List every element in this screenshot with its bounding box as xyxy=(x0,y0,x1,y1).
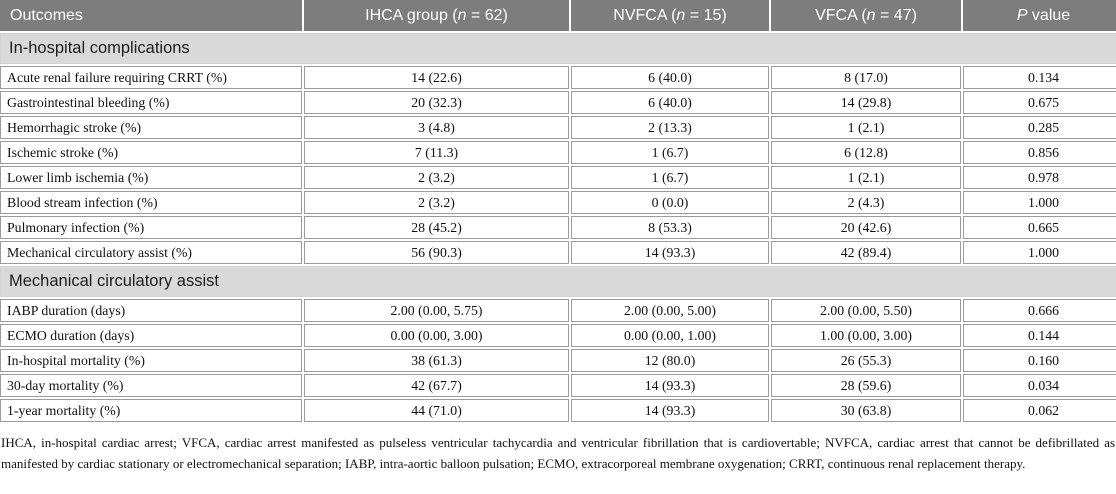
value-cell: 0.134 xyxy=(963,66,1116,89)
column-header-2: NVFCA (n = 15) xyxy=(571,0,769,31)
value-cell: 30 (63.8) xyxy=(771,399,961,422)
value-cell: 2 (13.3) xyxy=(571,116,769,139)
value-cell: 28 (59.6) xyxy=(771,374,961,397)
section-header-label: Mechanical circulatory assist xyxy=(0,266,1116,297)
value-cell: 1.00 (0.00, 3.00) xyxy=(771,324,961,347)
value-cell: 0.666 xyxy=(963,299,1116,322)
value-cell: 0.665 xyxy=(963,216,1116,239)
value-cell: 42 (67.7) xyxy=(304,374,569,397)
abbreviations-footnote: IHCA, in-hospital cardiac arrest; VFCA, … xyxy=(1,435,1115,471)
outcome-label-cell: 1-year mortality (%) xyxy=(0,399,302,422)
section-header-row-1: Mechanical circulatory assist xyxy=(0,266,1116,297)
value-cell: 1 (6.7) xyxy=(571,166,769,189)
value-cell: 26 (55.3) xyxy=(771,349,961,372)
value-cell: 0.034 xyxy=(963,374,1116,397)
value-cell: 0.285 xyxy=(963,116,1116,139)
table-row: Acute renal failure requiring CRRT (%) 14… xyxy=(0,66,1116,89)
table-row: In-hospital mortality (%) 38 (61.3) 12 (80… xyxy=(0,349,1116,372)
value-cell: 2.00 (0.00, 5.50) xyxy=(771,299,961,322)
table-row: Pulmonary infection (%) 28 (45.2) 8 (53.3)… xyxy=(0,216,1116,239)
value-cell: 0.160 xyxy=(963,349,1116,372)
value-cell: 1.000 xyxy=(963,241,1116,264)
table-row: Blood stream infection (%) 2 (3.2) 0 (0.0)… xyxy=(0,191,1116,214)
value-cell: 8 (53.3) xyxy=(571,216,769,239)
value-cell: 20 (32.3) xyxy=(304,91,569,114)
value-cell: 2 (3.2) xyxy=(304,191,569,214)
value-cell: 14 (93.3) xyxy=(571,374,769,397)
value-cell: 14 (93.3) xyxy=(571,399,769,422)
outcome-label-cell: Hemorrhagic stroke (%) xyxy=(0,116,302,139)
outcomes-table: Outcomes IHCA group (n = 62) NVFCA (n = 15… xyxy=(0,0,1116,422)
table-row: Ischemic stroke (%) 7 (11.3) 1 (6.7) 6 (12.… xyxy=(0,141,1116,164)
table-row: 1-year mortality (%) 44 (71.0) 14 (93.3) 30… xyxy=(0,399,1116,422)
value-cell: 6 (40.0) xyxy=(571,91,769,114)
table-row: Gastrointestinal bleeding (%) 20 (32.3) 6 … xyxy=(0,91,1116,114)
value-cell: 0 (0.0) xyxy=(571,191,769,214)
section-header-label: In-hospital complications xyxy=(0,33,1116,64)
value-cell: 0.00 (0.00, 3.00) xyxy=(304,324,569,347)
value-cell: 14 (29.8) xyxy=(771,91,961,114)
outcome-label-cell: Pulmonary infection (%) xyxy=(0,216,302,239)
table-body: In-hospital complications Acute renal fai… xyxy=(0,33,1116,422)
value-cell: 2.00 (0.00, 5.75) xyxy=(304,299,569,322)
value-cell: 0.978 xyxy=(963,166,1116,189)
value-cell: 1 (2.1) xyxy=(771,166,961,189)
value-cell: 0.144 xyxy=(963,324,1116,347)
table-row: 30-day mortality (%) 42 (67.7) 14 (93.3) 28… xyxy=(0,374,1116,397)
value-cell: 6 (12.8) xyxy=(771,141,961,164)
outcome-label-cell: 30-day mortality (%) xyxy=(0,374,302,397)
value-cell: 1 (2.1) xyxy=(771,116,961,139)
table-row: IABP duration (days) 2.00 (0.00, 5.75) 2.0… xyxy=(0,299,1116,322)
table-row: Hemorrhagic stroke (%) 3 (4.8) 2 (13.3) 1 (… xyxy=(0,116,1116,139)
column-header-3: VFCA (n = 47) xyxy=(771,0,961,31)
value-cell: 38 (61.3) xyxy=(304,349,569,372)
value-cell: 0.062 xyxy=(963,399,1116,422)
table-row: ECMO duration (days) 0.00 (0.00, 3.00) 0.0… xyxy=(0,324,1116,347)
value-cell: 7 (11.3) xyxy=(304,141,569,164)
outcome-label-cell: Gastrointestinal bleeding (%) xyxy=(0,91,302,114)
value-cell: 2 (3.2) xyxy=(304,166,569,189)
value-cell: 14 (22.6) xyxy=(304,66,569,89)
value-cell: 3 (4.8) xyxy=(304,116,569,139)
value-cell: 2 (4.3) xyxy=(771,191,961,214)
outcomes-table-wrap: Outcomes IHCA group (n = 62) NVFCA (n = 15… xyxy=(0,0,1116,422)
value-cell: 14 (93.3) xyxy=(571,241,769,264)
outcome-label-cell: Ischemic stroke (%) xyxy=(0,141,302,164)
outcome-label-cell: Mechanical circulatory assist (%) xyxy=(0,241,302,264)
value-cell: 6 (40.0) xyxy=(571,66,769,89)
value-cell: 44 (71.0) xyxy=(304,399,569,422)
value-cell: 12 (80.0) xyxy=(571,349,769,372)
outcome-label-cell: ECMO duration (days) xyxy=(0,324,302,347)
value-cell: 2.00 (0.00, 5.00) xyxy=(571,299,769,322)
value-cell: 1.000 xyxy=(963,191,1116,214)
outcome-label-cell: Lower limb ischemia (%) xyxy=(0,166,302,189)
value-cell: 28 (45.2) xyxy=(304,216,569,239)
header-row: Outcomes IHCA group (n = 62) NVFCA (n = 15… xyxy=(0,0,1116,31)
table-row: Mechanical circulatory assist (%) 56 (90.… xyxy=(0,241,1116,264)
value-cell: 0.856 xyxy=(963,141,1116,164)
value-cell: 56 (90.3) xyxy=(304,241,569,264)
column-header-4: P value xyxy=(963,0,1116,31)
column-header-1: IHCA group (n = 62) xyxy=(304,0,569,31)
value-cell: 1 (6.7) xyxy=(571,141,769,164)
value-cell: 42 (89.4) xyxy=(771,241,961,264)
outcome-label-cell: IABP duration (days) xyxy=(0,299,302,322)
outcome-label-cell: Blood stream infection (%) xyxy=(0,191,302,214)
value-cell: 0.675 xyxy=(963,91,1116,114)
value-cell: 8 (17.0) xyxy=(771,66,961,89)
table-row: Lower limb ischemia (%) 2 (3.2) 1 (6.7) 1 (… xyxy=(0,166,1116,189)
section-header-row-0: In-hospital complications xyxy=(0,33,1116,64)
value-cell: 0.00 (0.00, 1.00) xyxy=(571,324,769,347)
outcome-label-cell: Acute renal failure requiring CRRT (%) xyxy=(0,66,302,89)
column-header-0: Outcomes xyxy=(0,0,302,31)
value-cell: 20 (42.6) xyxy=(771,216,961,239)
outcome-label-cell: In-hospital mortality (%) xyxy=(0,349,302,372)
